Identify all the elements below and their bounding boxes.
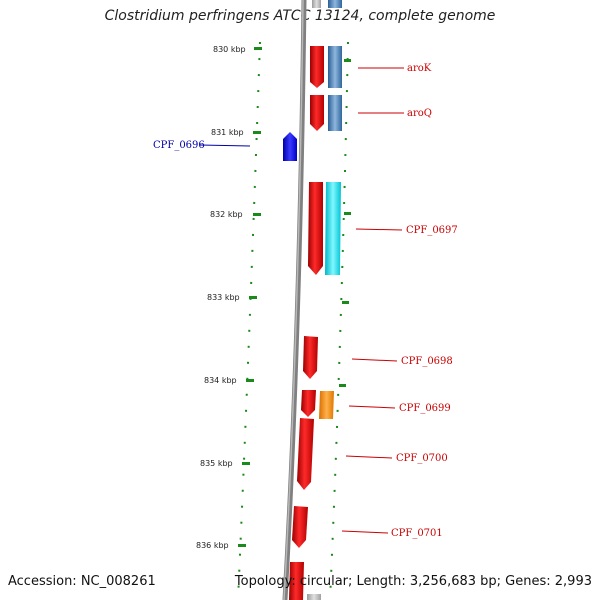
map-title: Clostridium perfringens ATCC 13124, comp… bbox=[104, 8, 496, 24]
top-partial-grey bbox=[312, 0, 321, 8]
tick-label-835: 835 kbp bbox=[200, 459, 233, 468]
gene-CPF_0699-feature bbox=[319, 391, 334, 419]
gene-CPF_0697-feature bbox=[325, 182, 341, 275]
tick-marks bbox=[238, 47, 351, 547]
gene-label-CPF_0701: CPF_0701 bbox=[391, 528, 443, 539]
gene-CPF_0697-cds bbox=[308, 182, 323, 275]
tick-label-831: 831 kbp bbox=[211, 128, 244, 137]
gene-CPF_0699-cds bbox=[301, 390, 316, 417]
gene-CPF_0700-cds bbox=[297, 418, 314, 490]
gene-aroK-cds bbox=[310, 46, 324, 88]
tick-label-833: 833 kbp bbox=[207, 293, 240, 302]
gene-label-aroK: aroK bbox=[407, 63, 432, 74]
genome-summary-text: Topology: circular; Length: 3,256,683 bp… bbox=[234, 574, 592, 589]
bottom-partial-grey bbox=[307, 594, 321, 600]
genome-backbone bbox=[282, 0, 307, 600]
tick-label-836: 836 kbp bbox=[196, 541, 229, 550]
tick-label-830: 830 kbp bbox=[213, 45, 246, 54]
gene-label-CPF_0697: CPF_0697 bbox=[406, 225, 458, 236]
gene-CPF_0701-cds bbox=[292, 506, 308, 548]
gene-CPF_0696-cds bbox=[283, 132, 297, 161]
gene-label-CPF_0698: CPF_0698 bbox=[401, 356, 453, 367]
top-partial-blue bbox=[328, 0, 342, 8]
accession-text: Accession: NC_008261 bbox=[8, 574, 156, 589]
gene-CPF_0698-cds bbox=[303, 336, 318, 379]
tick-label-832: 832 kbp bbox=[210, 210, 243, 219]
gene-label-aroQ: aroQ bbox=[407, 108, 432, 119]
gene-aroQ-cds bbox=[310, 95, 324, 131]
gene-aroK-feature bbox=[328, 46, 342, 88]
outer-dotted-track bbox=[237, 41, 261, 600]
gene-aroQ-feature bbox=[328, 95, 342, 131]
gene-bottom-partial-cds bbox=[289, 562, 304, 600]
tick-label-834: 834 kbp bbox=[204, 376, 237, 385]
gene-label-CPF_0699: CPF_0699 bbox=[399, 403, 451, 414]
leader-lines bbox=[199, 67, 404, 534]
gene-label-CPF_0700: CPF_0700 bbox=[396, 453, 448, 464]
gene-label-CPF_0696: CPF_0696 bbox=[153, 140, 205, 151]
